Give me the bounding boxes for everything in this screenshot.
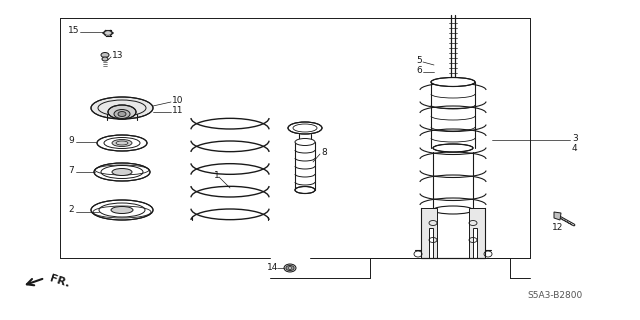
Text: 8: 8 xyxy=(321,148,327,156)
Ellipse shape xyxy=(97,135,147,151)
Ellipse shape xyxy=(112,140,132,147)
Text: 13: 13 xyxy=(112,51,124,60)
Ellipse shape xyxy=(433,206,473,214)
Polygon shape xyxy=(421,208,437,258)
Ellipse shape xyxy=(91,97,153,119)
Ellipse shape xyxy=(101,52,109,58)
Text: 12: 12 xyxy=(552,223,564,233)
Ellipse shape xyxy=(118,111,126,116)
Ellipse shape xyxy=(284,264,296,272)
Ellipse shape xyxy=(102,57,108,61)
Ellipse shape xyxy=(108,105,136,119)
Ellipse shape xyxy=(94,163,150,181)
Text: 7: 7 xyxy=(68,165,74,174)
Ellipse shape xyxy=(288,122,322,134)
Text: 2: 2 xyxy=(68,205,74,214)
Text: S5A3-B2800: S5A3-B2800 xyxy=(527,291,582,300)
Ellipse shape xyxy=(99,203,145,217)
Ellipse shape xyxy=(111,206,133,213)
Polygon shape xyxy=(469,208,485,258)
Text: 15: 15 xyxy=(68,26,79,35)
Ellipse shape xyxy=(91,200,153,220)
Text: 5: 5 xyxy=(416,55,422,65)
Text: 10: 10 xyxy=(172,95,184,105)
Text: 9: 9 xyxy=(68,135,74,145)
Text: 4: 4 xyxy=(572,143,578,153)
Ellipse shape xyxy=(295,139,315,146)
Ellipse shape xyxy=(104,138,140,148)
Ellipse shape xyxy=(295,187,315,194)
Text: 11: 11 xyxy=(172,106,184,115)
Ellipse shape xyxy=(114,109,130,118)
Text: FR.: FR. xyxy=(48,273,70,289)
Text: 6: 6 xyxy=(416,66,422,75)
Ellipse shape xyxy=(98,100,146,116)
Ellipse shape xyxy=(433,144,473,152)
Ellipse shape xyxy=(112,169,132,175)
Text: 1: 1 xyxy=(214,171,220,180)
Ellipse shape xyxy=(431,77,475,86)
Text: 3: 3 xyxy=(572,133,578,142)
Ellipse shape xyxy=(104,31,111,35)
Text: 14: 14 xyxy=(267,263,278,273)
Ellipse shape xyxy=(101,165,143,179)
Polygon shape xyxy=(554,212,561,220)
